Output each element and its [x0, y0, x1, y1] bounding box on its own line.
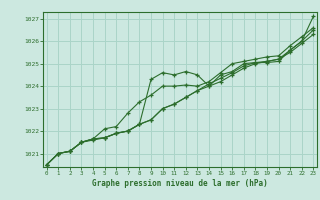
X-axis label: Graphe pression niveau de la mer (hPa): Graphe pression niveau de la mer (hPa) [92, 179, 268, 188]
